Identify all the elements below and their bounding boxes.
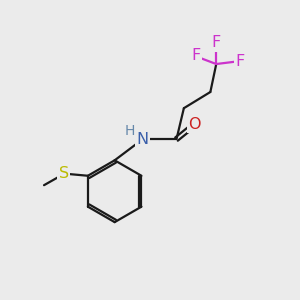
Text: N: N	[136, 132, 149, 147]
Text: F: F	[212, 35, 221, 50]
Text: F: F	[236, 54, 245, 69]
Text: H: H	[125, 124, 136, 138]
Text: S: S	[59, 166, 69, 181]
Text: F: F	[191, 48, 200, 63]
Text: O: O	[188, 117, 201, 132]
